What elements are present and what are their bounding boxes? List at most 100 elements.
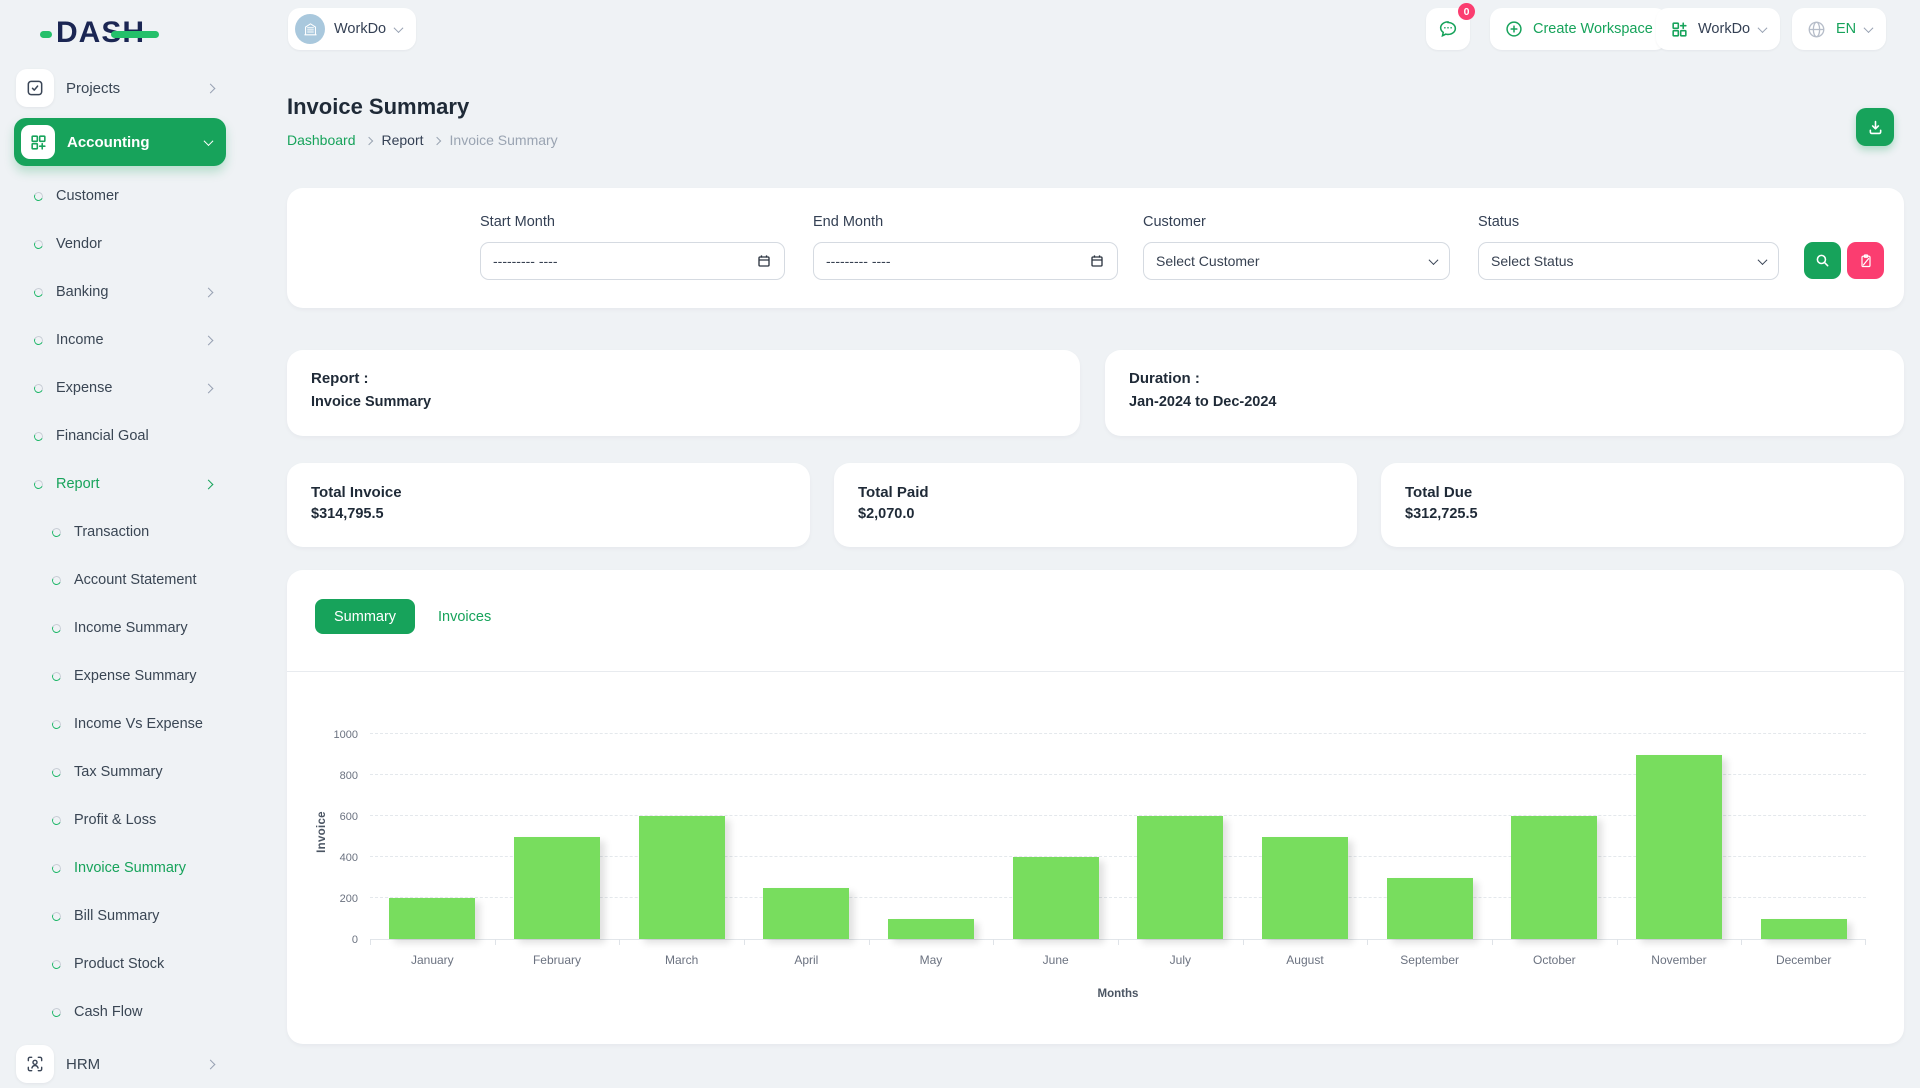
bullet-icon	[51, 718, 63, 730]
chart-bar[interactable]	[763, 888, 849, 939]
chart-bar[interactable]	[389, 898, 475, 939]
breadcrumb-current: Invoice Summary	[450, 132, 558, 148]
sidebar-item-cash-flow[interactable]: Cash Flow	[14, 988, 226, 1036]
calendar-icon[interactable]	[1089, 253, 1105, 269]
chart-bar[interactable]	[1511, 816, 1597, 939]
sidebar-item-tax-summary[interactable]: Tax Summary	[14, 748, 226, 796]
chart-y-tick-label: 600	[298, 811, 358, 823]
end-month-label: End Month	[813, 214, 883, 230]
sidebar-item-label: Financial Goal	[56, 428, 149, 444]
bullet-icon	[51, 622, 63, 634]
sidebar-item-profit-loss[interactable]: Profit & Loss	[14, 796, 226, 844]
sidebar-item-expense-summary[interactable]: Expense Summary	[14, 652, 226, 700]
report-info-value: Invoice Summary	[311, 394, 1056, 410]
start-month-placeholder: --------- ----	[493, 253, 558, 269]
chart-x-tick	[1741, 939, 1742, 945]
sidebar-item-customer[interactable]: Customer	[14, 172, 226, 220]
reset-filter-button[interactable]	[1847, 242, 1884, 279]
sidebar-item-label: Tax Summary	[74, 764, 163, 780]
chart-x-tick-label: April	[744, 953, 869, 967]
sidebar-item-invoice-summary[interactable]: Invoice Summary	[14, 844, 226, 892]
sidebar-item-accounting[interactable]: Accounting	[14, 118, 226, 166]
chart-x-tick-label: September	[1367, 953, 1492, 967]
chart-y-tick-label: 0	[298, 934, 358, 946]
sidebar-item-label: Expense	[56, 380, 112, 396]
sidebar-item-label: Cash Flow	[74, 1004, 143, 1020]
sidebar-item-account-statement[interactable]: Account Statement	[14, 556, 226, 604]
sidebar-item-label: Projects	[66, 80, 120, 97]
apply-filter-button[interactable]	[1804, 242, 1841, 279]
chart-x-tick-label: March	[619, 953, 744, 967]
duration-info-title: Duration :	[1129, 370, 1880, 387]
chart-y-tick-label: 400	[298, 852, 358, 864]
sidebar-item-projects[interactable]: Projects	[14, 68, 226, 108]
chevron-right-icon	[204, 287, 214, 297]
sidebar-item-financial-goal[interactable]: Financial Goal	[14, 412, 226, 460]
chart-bar[interactable]	[1636, 755, 1722, 940]
breadcrumb-dashboard[interactable]: Dashboard	[287, 132, 356, 148]
start-month-input[interactable]: --------- ----	[480, 242, 785, 280]
sidebar-item-banking[interactable]: Banking	[14, 268, 226, 316]
sidebar-item-label: Product Stock	[74, 956, 164, 972]
status-label: Status	[1478, 214, 1519, 230]
bullet-icon	[33, 382, 45, 394]
chart-x-tick-label: December	[1741, 953, 1866, 967]
sidebar-item-label: Transaction	[74, 524, 149, 540]
breadcrumb-report[interactable]: Report	[382, 132, 424, 148]
chart-bar[interactable]	[1137, 816, 1223, 939]
bullet-icon	[51, 1006, 63, 1018]
chart-bar[interactable]	[888, 919, 974, 940]
sidebar-item-transaction[interactable]: Transaction	[14, 508, 226, 556]
chevron-right-icon	[432, 136, 440, 144]
chart-bar[interactable]	[1387, 878, 1473, 940]
bullet-icon	[33, 478, 45, 490]
sidebar-item-report[interactable]: Report	[14, 460, 226, 508]
invoice-chart-card: Summary Invoices Invoice 020040060080010…	[287, 570, 1904, 1044]
chart-x-tick	[1243, 939, 1244, 945]
tab-summary[interactable]: Summary	[315, 599, 415, 634]
sidebar-item-label: Vendor	[56, 236, 102, 252]
duration-info-value: Jan-2024 to Dec-2024	[1129, 394, 1880, 410]
bullet-icon	[51, 862, 63, 874]
stat-label: Total Paid	[858, 484, 1333, 501]
customer-select[interactable]: Select Customer	[1143, 242, 1450, 280]
chart-bar[interactable]	[514, 837, 600, 940]
chevron-down-icon	[1758, 255, 1768, 265]
sidebar-item-label: Banking	[56, 284, 108, 300]
chart-x-tick	[1617, 939, 1618, 945]
sidebar-item-vendor[interactable]: Vendor	[14, 220, 226, 268]
sidebar-item-hrm[interactable]: HRM	[14, 1040, 226, 1088]
chevron-right-icon	[206, 1059, 216, 1069]
end-month-input[interactable]: --------- ----	[813, 242, 1118, 280]
app-logo[interactable]: DASH	[56, 16, 145, 50]
chart-bar[interactable]	[1013, 857, 1099, 939]
chart-y-tick-label: 200	[298, 893, 358, 905]
sidebar-item-income-vs-expense[interactable]: Income Vs Expense	[14, 700, 226, 748]
tab-invoices[interactable]: Invoices	[426, 599, 503, 634]
status-select[interactable]: Select Status	[1478, 242, 1779, 280]
sidebar-item-income-summary[interactable]: Income Summary	[14, 604, 226, 652]
sidebar-item-expense[interactable]: Expense	[14, 364, 226, 412]
total-invoice-card: Total Invoice $314,795.5	[287, 463, 810, 547]
download-icon	[1866, 118, 1885, 137]
chart-gridline	[370, 733, 1866, 734]
total-due-card: Total Due $312,725.5	[1381, 463, 1904, 547]
chart-bar[interactable]	[1262, 837, 1348, 940]
chart-bar[interactable]	[639, 816, 725, 939]
bullet-icon	[33, 190, 45, 202]
logo-accent-bar	[111, 31, 159, 38]
calendar-icon[interactable]	[756, 253, 772, 269]
chart-bar[interactable]	[1761, 919, 1847, 940]
sidebar-item-bill-summary[interactable]: Bill Summary	[14, 892, 226, 940]
sidebar-item-label: Accounting	[67, 134, 150, 151]
end-month-placeholder: --------- ----	[826, 253, 891, 269]
sidebar-item-product-stock[interactable]: Product Stock	[14, 940, 226, 988]
duration-info-card: Duration : Jan-2024 to Dec-2024	[1105, 350, 1904, 436]
download-report-button[interactable]	[1856, 108, 1894, 146]
chart-x-tick-label: January	[370, 953, 495, 967]
stat-label: Total Due	[1405, 484, 1880, 501]
chart-x-tick	[1118, 939, 1119, 945]
sidebar-item-income[interactable]: Income	[14, 316, 226, 364]
logo-accent-left	[40, 31, 52, 38]
chart-x-axis-title: Months	[370, 988, 1866, 1000]
